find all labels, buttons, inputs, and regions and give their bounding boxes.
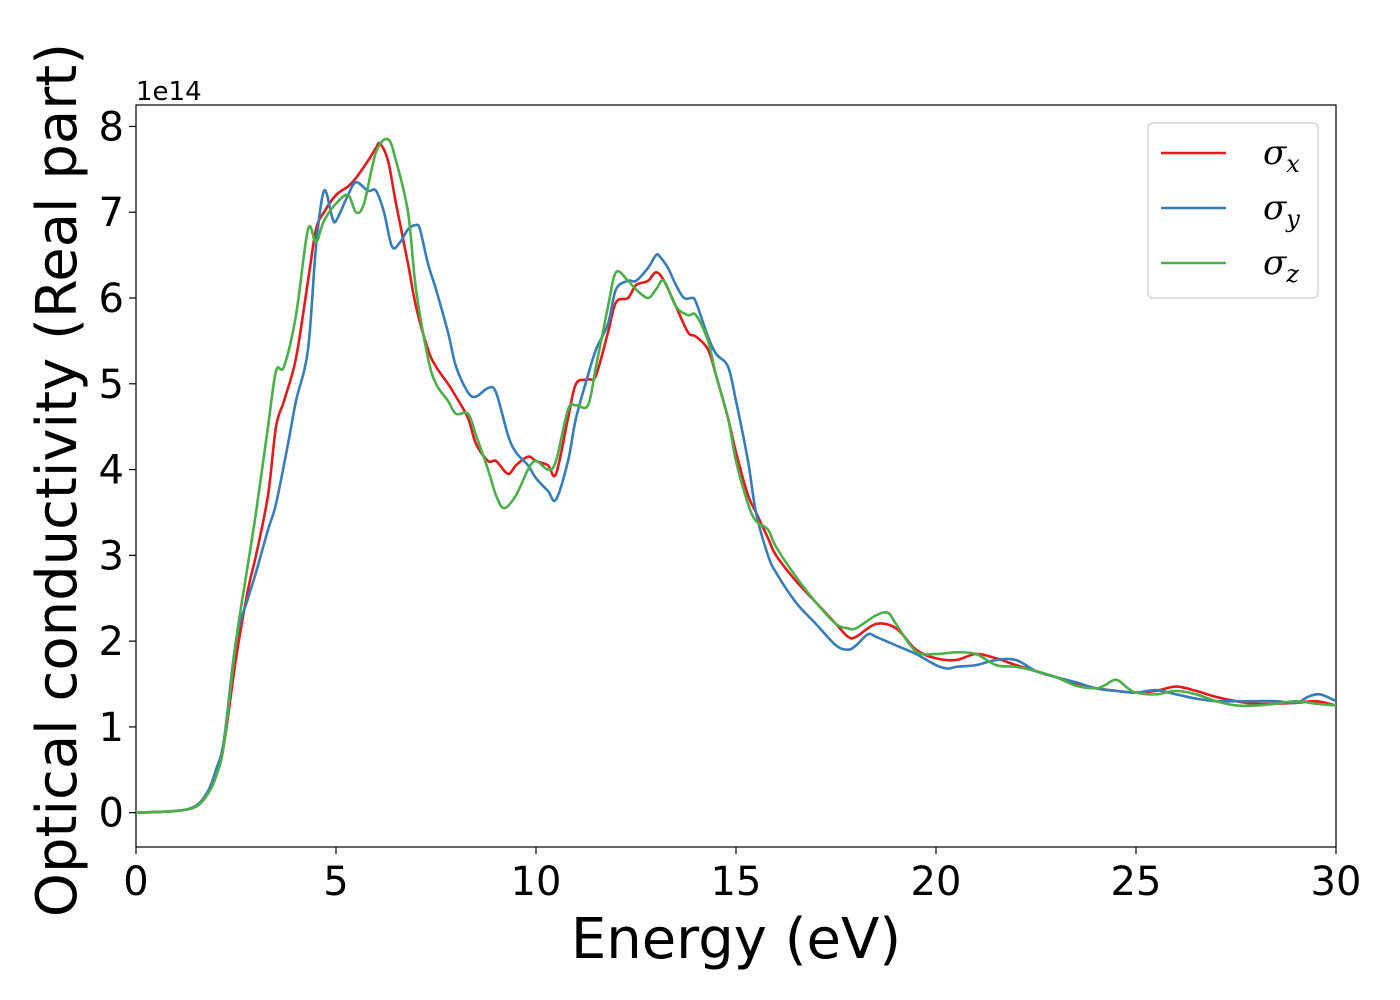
x-axis-title: Energy (eV) [571, 907, 901, 972]
x-tick-label: 30 [1311, 859, 1362, 905]
legend: σx σy σz [1147, 122, 1319, 299]
legend-label-x: σx [1263, 133, 1300, 178]
legend-label-y: σy [1263, 188, 1300, 233]
plot-frame [135, 104, 1337, 848]
y-axis-title: Optical conductivity (Real part) [25, 43, 90, 917]
y-tick-label: 7 [99, 190, 124, 236]
legend-frame [1147, 122, 1319, 299]
y-tick-label: 1 [99, 705, 124, 751]
y-tick-label: 0 [99, 791, 124, 837]
y-tick-label: 5 [99, 362, 124, 408]
x-axis-ticks: 0 5 10 15 20 25 30 [123, 847, 1361, 905]
x-tick-label: 10 [511, 859, 562, 905]
y-axis-offset-label: 1e14 [136, 77, 202, 107]
series-layer [136, 137, 1336, 814]
x-tick-label: 5 [323, 859, 348, 905]
x-tick-label: 0 [123, 859, 148, 905]
legend-label-z: σz [1263, 243, 1299, 288]
y-tick-label: 6 [99, 276, 124, 322]
y-tick-label: 4 [99, 448, 124, 494]
series-line-z [136, 137, 1336, 814]
x-tick-label: 25 [1111, 859, 1162, 905]
y-tick-label: 2 [99, 619, 124, 665]
y-axis-ticks: 0 1 2 3 4 5 6 7 8 [99, 104, 136, 837]
plot-area [135, 104, 1337, 848]
y-tick-label: 3 [99, 533, 124, 579]
y-tick-label: 8 [99, 104, 124, 150]
x-tick-label: 15 [711, 859, 762, 905]
x-tick-label: 20 [911, 859, 962, 905]
